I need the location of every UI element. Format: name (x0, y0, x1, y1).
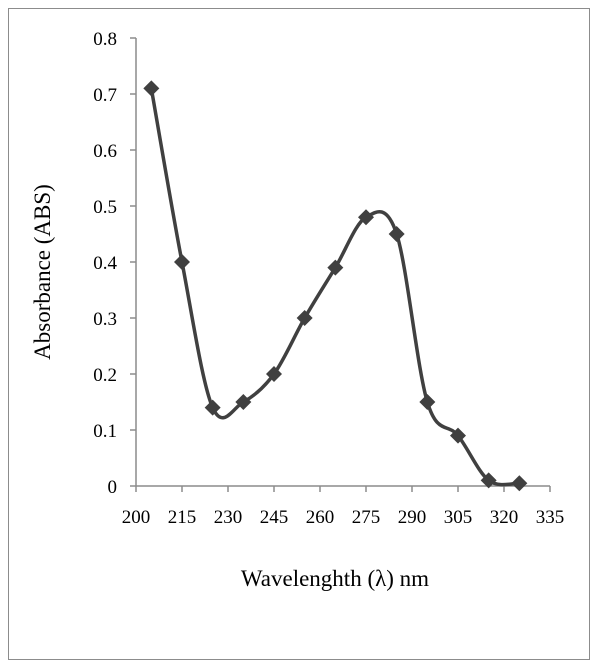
data-point-marker (511, 475, 528, 492)
x-tick-label: 275 (352, 507, 381, 528)
y-tick-label: 0 (108, 477, 118, 498)
y-tick-label: 0.7 (93, 85, 117, 106)
axes: 0 0.1 0.2 0.3 0.4 0.5 0.6 0.7 0.8 200 215 230 245 26… (93, 29, 564, 528)
y-tick-label: 0.4 (93, 253, 117, 274)
y-tick-label: 0.1 (93, 421, 117, 442)
y-tick-label: 0.5 (93, 197, 117, 218)
y-tick-label: 0.3 (93, 309, 117, 330)
y-axis-title: Absorbance (ABS) (30, 184, 55, 360)
data-point-marker (174, 254, 190, 270)
x-tick-label: 335 (536, 507, 565, 528)
y-tick-label: 0.6 (93, 141, 117, 162)
data-point-marker (327, 259, 344, 276)
chart-frame (8, 8, 590, 660)
data-point-marker (204, 399, 221, 416)
x-tick-label: 245 (260, 507, 289, 528)
data-point-marker (480, 472, 497, 489)
x-tick-label: 215 (168, 507, 197, 528)
x-tick-label: 305 (444, 507, 473, 528)
x-axis-ticks: 200 215 230 245 260 275 290 305 320 335 (122, 486, 565, 528)
x-axis-title: Wavelenghth (λ) nm (241, 566, 429, 591)
x-tick-label: 320 (490, 507, 519, 528)
y-tick-label: 0.8 (93, 29, 117, 50)
data-point-marker (358, 209, 374, 226)
series-layer (143, 80, 528, 492)
data-point-marker (388, 226, 405, 242)
y-tick-label: 0.2 (93, 365, 117, 386)
data-point-marker (419, 394, 436, 410)
data-point-marker (235, 394, 252, 410)
series-line (149, 88, 520, 487)
x-tick-label: 290 (398, 507, 427, 528)
data-point-marker (266, 366, 282, 382)
y-axis-ticks: 0 0.1 0.2 0.3 0.4 0.5 0.6 0.7 0.8 (93, 29, 136, 498)
data-point-marker (143, 80, 160, 97)
x-tick-label: 230 (214, 507, 243, 528)
data-point-marker (296, 310, 313, 326)
x-tick-label: 200 (122, 507, 151, 528)
data-point-marker (450, 427, 466, 444)
x-tick-label: 260 (306, 507, 335, 528)
